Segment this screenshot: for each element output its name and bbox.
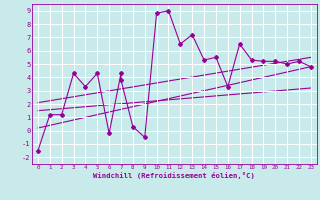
X-axis label: Windchill (Refroidissement éolien,°C): Windchill (Refroidissement éolien,°C): [93, 172, 255, 179]
